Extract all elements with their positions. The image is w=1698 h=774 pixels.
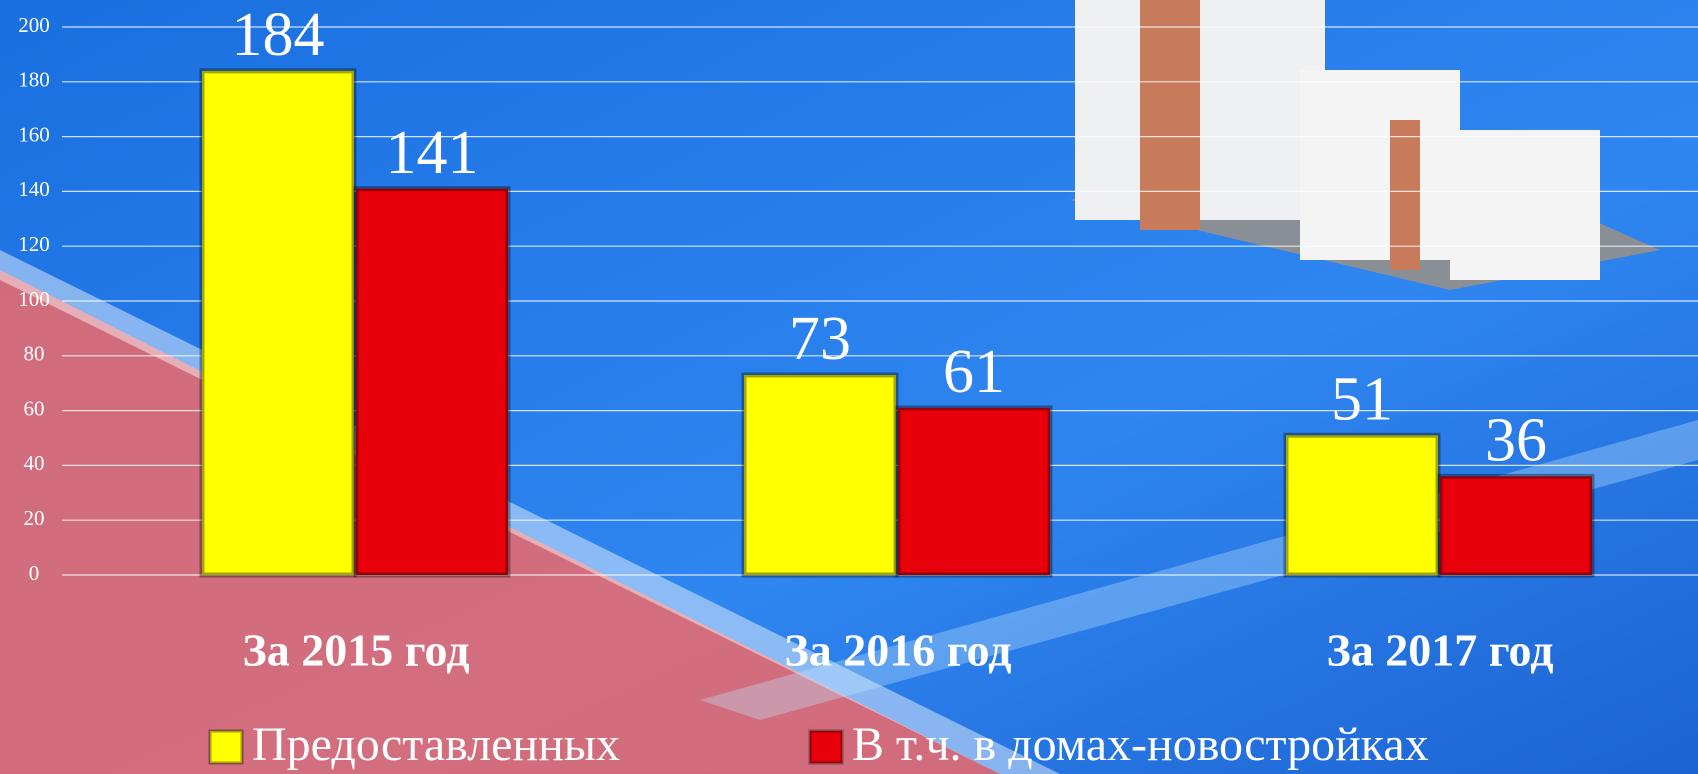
x-tick-label: За 2017 год xyxy=(1327,625,1554,676)
y-tick-label: 0 xyxy=(29,561,40,585)
legend-label: Предоставленных xyxy=(252,718,620,771)
y-tick-label: 160 xyxy=(18,122,50,146)
y-tick-label: 120 xyxy=(18,232,50,256)
y-tick-label: 20 xyxy=(24,506,45,530)
bar xyxy=(1283,432,1441,578)
y-tick-label: 40 xyxy=(24,451,45,475)
value-label: 36 xyxy=(1485,407,1547,475)
value-label: 73 xyxy=(789,305,851,373)
legend-marker xyxy=(808,729,844,765)
value-label: 184 xyxy=(232,1,325,69)
y-tick-label: 100 xyxy=(18,287,50,311)
bar xyxy=(353,186,511,578)
x-tick-label: За 2015 год xyxy=(243,625,470,676)
value-label: 51 xyxy=(1331,365,1393,433)
y-tick-label: 180 xyxy=(18,68,50,92)
bar xyxy=(741,372,899,578)
y-tick-label: 80 xyxy=(24,342,45,366)
legend-marker xyxy=(208,729,244,765)
value-label: 61 xyxy=(943,338,1005,406)
y-tick-label: 200 xyxy=(18,13,50,37)
legend-label: В т.ч. в домах-новостройках xyxy=(852,718,1429,771)
value-label: 141 xyxy=(386,119,479,187)
bar xyxy=(199,68,357,578)
y-tick-label: 140 xyxy=(18,177,50,201)
y-tick-label: 60 xyxy=(24,396,45,420)
x-tick-label: За 2016 год xyxy=(785,625,1012,676)
bar xyxy=(895,405,1053,578)
bar xyxy=(1437,473,1595,578)
